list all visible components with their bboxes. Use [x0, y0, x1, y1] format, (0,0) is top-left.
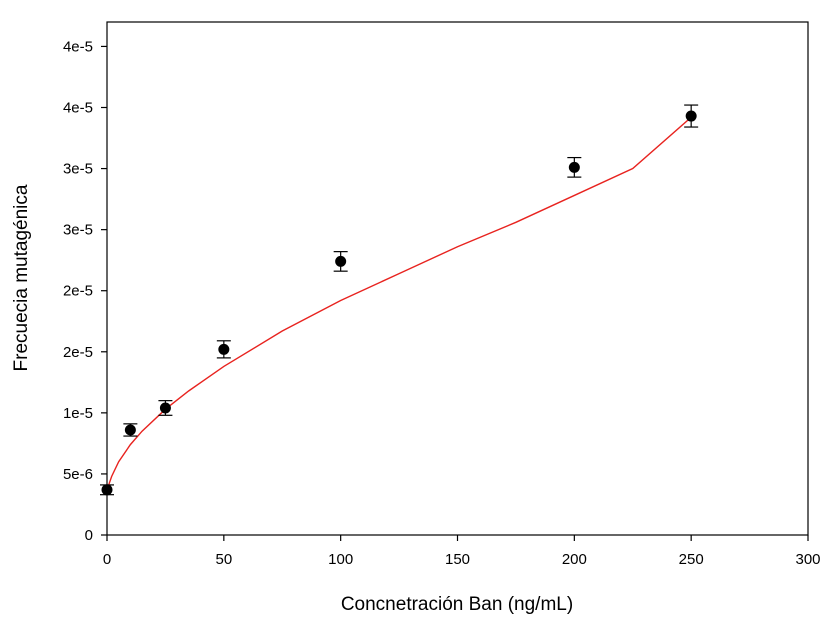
- x-tick-label: 50: [215, 551, 232, 568]
- y-tick-label: 2e-5: [63, 344, 93, 361]
- data-point-group: [158, 400, 173, 416]
- data-point: [159, 402, 171, 414]
- data-point: [218, 343, 230, 355]
- plot-frame: [106, 21, 809, 536]
- x-tick-label: 0: [103, 551, 111, 568]
- fit-curve: [106, 116, 692, 491]
- data-point: [568, 161, 580, 173]
- y-tick-label: 1e-5: [63, 405, 93, 422]
- x-tick-label: 300: [795, 551, 820, 568]
- y-axis-ticks: 0 5e-6 1e-5 2e-5 2e-5 3e-5 3e-5 4e-5 4e-5: [63, 38, 107, 544]
- data-point-group: [333, 251, 348, 272]
- y-tick-label: 0: [85, 527, 93, 544]
- y-tick-label: 3e-5: [63, 161, 93, 178]
- x-axis-ticks: 0 50 100 150 200 250 300: [103, 535, 821, 568]
- data-point: [124, 424, 136, 436]
- x-tick-label: 150: [445, 551, 470, 568]
- data-point: [685, 110, 697, 122]
- data-point-group: [567, 156, 582, 178]
- x-tick-label: 200: [562, 551, 587, 568]
- data-point-group: [100, 484, 114, 496]
- data-point: [335, 255, 347, 267]
- y-tick-label: 2e-5: [63, 283, 93, 300]
- y-axis-title: Frecuecia mutagénica: [11, 184, 32, 371]
- data-points-group: [100, 104, 699, 496]
- fit-curve-group: [106, 116, 692, 491]
- data-point-group: [123, 423, 138, 437]
- x-tick-label: 100: [328, 551, 353, 568]
- x-tick-label: 250: [679, 551, 704, 568]
- y-tick-label: 5e-6: [63, 466, 93, 483]
- x-axis-title: Concnetración Ban (ng/mL): [341, 594, 573, 615]
- y-tick-label: 3e-5: [63, 222, 93, 239]
- data-point: [101, 484, 113, 496]
- data-point-group: [684, 104, 699, 128]
- y-tick-label: 4e-5: [63, 100, 93, 117]
- data-point-group: [216, 340, 231, 359]
- y-tick-label: 4e-5: [63, 38, 93, 55]
